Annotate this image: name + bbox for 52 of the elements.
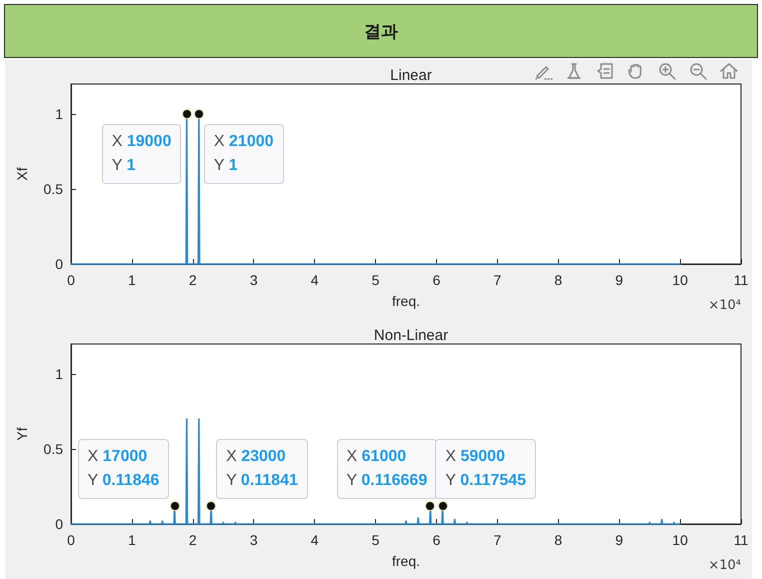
x-tick-label: 8 xyxy=(554,532,562,548)
x-tick-label: 6 xyxy=(432,532,441,548)
tooltip-box: X 23000 Y 0.11841 xyxy=(216,438,308,499)
annotation: X 21000 Y 1 xyxy=(214,133,274,174)
tooltip-box: X 59000 Y 0.117545 xyxy=(435,438,536,499)
annotation: X 23000 Y 0.11841 xyxy=(226,448,298,489)
x-tick-label: 3 xyxy=(250,272,258,288)
x-tick-label: 6 xyxy=(432,272,441,288)
text: ×10⁴ xyxy=(708,558,741,572)
chart-subtitle: Linear xyxy=(390,67,432,84)
x-tick-label: 11 xyxy=(734,272,748,288)
text: ×10⁴ xyxy=(708,298,741,313)
annotation: X 59000 Y 0.117545 xyxy=(445,448,526,489)
x-tick-label: 11 xyxy=(734,532,748,548)
x-tick-label: 9 xyxy=(615,532,624,548)
x-tick-label: 7 xyxy=(493,272,502,288)
x-tick-label: 4 xyxy=(310,272,319,288)
tooltip-box: X 19000 Y 1 xyxy=(102,124,182,184)
x-axis-title: freq. xyxy=(392,293,420,309)
chart-title: Non-Linear xyxy=(374,326,448,344)
y-tick-label: 0 xyxy=(55,516,64,532)
x-tick-label: 1 xyxy=(128,272,136,288)
x-tick-label: 1 xyxy=(128,532,136,548)
x-axis-title: freq. xyxy=(392,552,420,568)
x-tick-label: 10 xyxy=(672,532,688,548)
annotation: X 61000 Y 0.116669 xyxy=(346,448,428,489)
y-axis-title: Yf xyxy=(14,426,30,440)
x-tick-label: 7 xyxy=(493,532,502,548)
x-tick-label: 0 xyxy=(67,532,76,548)
chart-title: 결과 xyxy=(4,4,758,58)
tooltip-box: X 61000 Y 0.116669 xyxy=(336,438,438,499)
line-series xyxy=(70,418,681,524)
tooltip-box: X 17000 Y 0.11846 xyxy=(78,438,170,499)
x-tick-label: 0 xyxy=(67,272,76,288)
y-axis-title: Xf xyxy=(14,167,30,181)
x-tick-label: 2 xyxy=(188,532,197,548)
x-tick-label: 4 xyxy=(310,532,319,548)
x-tick-label: 5 xyxy=(372,272,380,288)
x-tick-label: 9 xyxy=(615,272,624,288)
annotation: X 17000 Y 0.11846 xyxy=(88,448,160,489)
tooltip-box: X 21000 Y 1 xyxy=(204,124,284,184)
annotation: X 19000 Y 1 xyxy=(112,133,172,174)
y-tick-label: 1 xyxy=(55,106,64,122)
x-tick-label: 10 xyxy=(672,272,688,288)
x-tick-label: 3 xyxy=(250,532,258,548)
x-tick-label: 2 xyxy=(188,272,197,288)
y-tick-label: 0 xyxy=(55,256,64,272)
y-tick-label: 0.5 xyxy=(44,181,64,197)
x-tick-label: 8 xyxy=(554,272,562,288)
x-tick-label: 5 xyxy=(372,532,380,548)
y-tick-label: 1 xyxy=(55,366,64,382)
y-tick-label: 0.5 xyxy=(44,440,64,456)
